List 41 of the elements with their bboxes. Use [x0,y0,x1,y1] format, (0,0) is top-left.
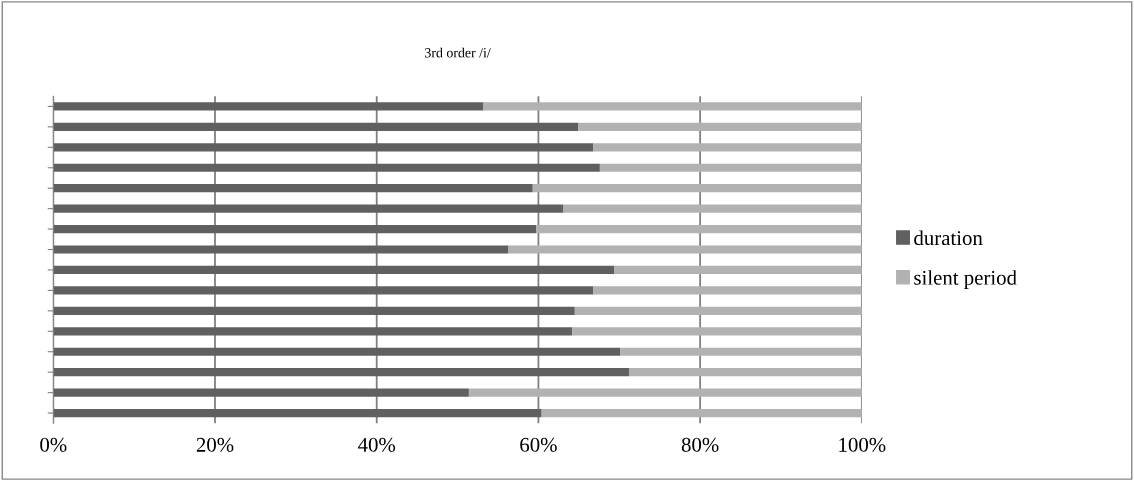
bar [572,327,862,336]
bar [53,143,594,152]
legend-label: duration [914,230,983,246]
x-tick-label: 20% [196,437,234,452]
legend-label: silent period [914,270,1017,290]
chart-title: 3rd order /i/ [425,47,491,58]
bar [574,306,862,315]
bar [53,265,615,275]
bar [53,245,509,254]
bar [53,204,564,213]
bar [53,408,542,418]
bar [53,286,594,295]
bar [53,122,579,131]
x-tick-label: 100% [839,437,886,452]
bar [541,408,862,418]
bar [53,184,533,193]
bar [53,224,536,234]
bar [53,347,621,356]
bar [578,122,862,131]
bar [563,204,862,213]
bar [53,388,469,397]
bar [620,347,862,356]
bar [593,143,862,152]
bar [53,163,600,172]
bar [53,327,573,336]
bar [53,102,484,111]
bar [483,102,862,111]
bar [628,368,862,377]
bar [508,245,862,254]
x-tick-label: 80% [681,437,719,452]
bar [532,184,862,193]
bar [536,224,862,234]
x-tick-label: 40% [358,437,396,452]
bar [614,265,862,275]
bar [53,368,629,377]
bar [599,163,862,172]
bar [593,286,862,295]
x-tick-label: 0% [40,437,67,452]
bar [468,388,862,397]
x-tick-label: 60% [520,437,557,452]
bar [53,306,575,315]
